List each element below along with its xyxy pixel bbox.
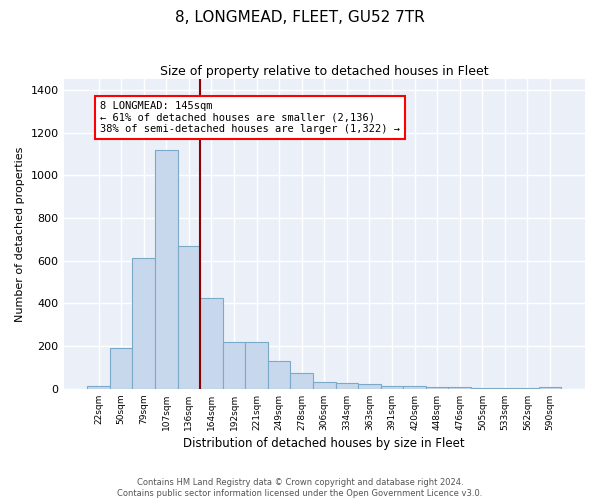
Text: 8, LONGMEAD, FLEET, GU52 7TR: 8, LONGMEAD, FLEET, GU52 7TR	[175, 10, 425, 25]
Bar	[381, 386, 403, 389]
X-axis label: Distribution of detached houses by size in Fleet: Distribution of detached houses by size …	[184, 437, 465, 450]
Text: Contains HM Land Registry data © Crown copyright and database right 2024.
Contai: Contains HM Land Registry data © Crown c…	[118, 478, 482, 498]
Bar	[290, 373, 313, 389]
Title: Size of property relative to detached houses in Fleet: Size of property relative to detached ho…	[160, 65, 488, 78]
Bar	[178, 246, 200, 389]
Bar	[200, 298, 223, 389]
Bar	[494, 388, 516, 389]
Bar	[539, 386, 561, 389]
Bar	[223, 342, 245, 389]
Bar	[471, 388, 494, 389]
Text: 8 LONGMEAD: 145sqm
← 61% of detached houses are smaller (2,136)
38% of semi-deta: 8 LONGMEAD: 145sqm ← 61% of detached hou…	[100, 101, 400, 134]
Bar	[313, 382, 335, 389]
Y-axis label: Number of detached properties: Number of detached properties	[15, 146, 25, 322]
Bar	[426, 387, 448, 389]
Bar	[133, 258, 155, 389]
Bar	[110, 348, 133, 389]
Bar	[403, 386, 426, 389]
Bar	[516, 388, 539, 389]
Bar	[448, 387, 471, 389]
Bar	[335, 383, 358, 389]
Bar	[87, 386, 110, 389]
Bar	[155, 150, 178, 389]
Bar	[268, 361, 290, 389]
Bar	[245, 342, 268, 389]
Bar	[358, 384, 381, 389]
